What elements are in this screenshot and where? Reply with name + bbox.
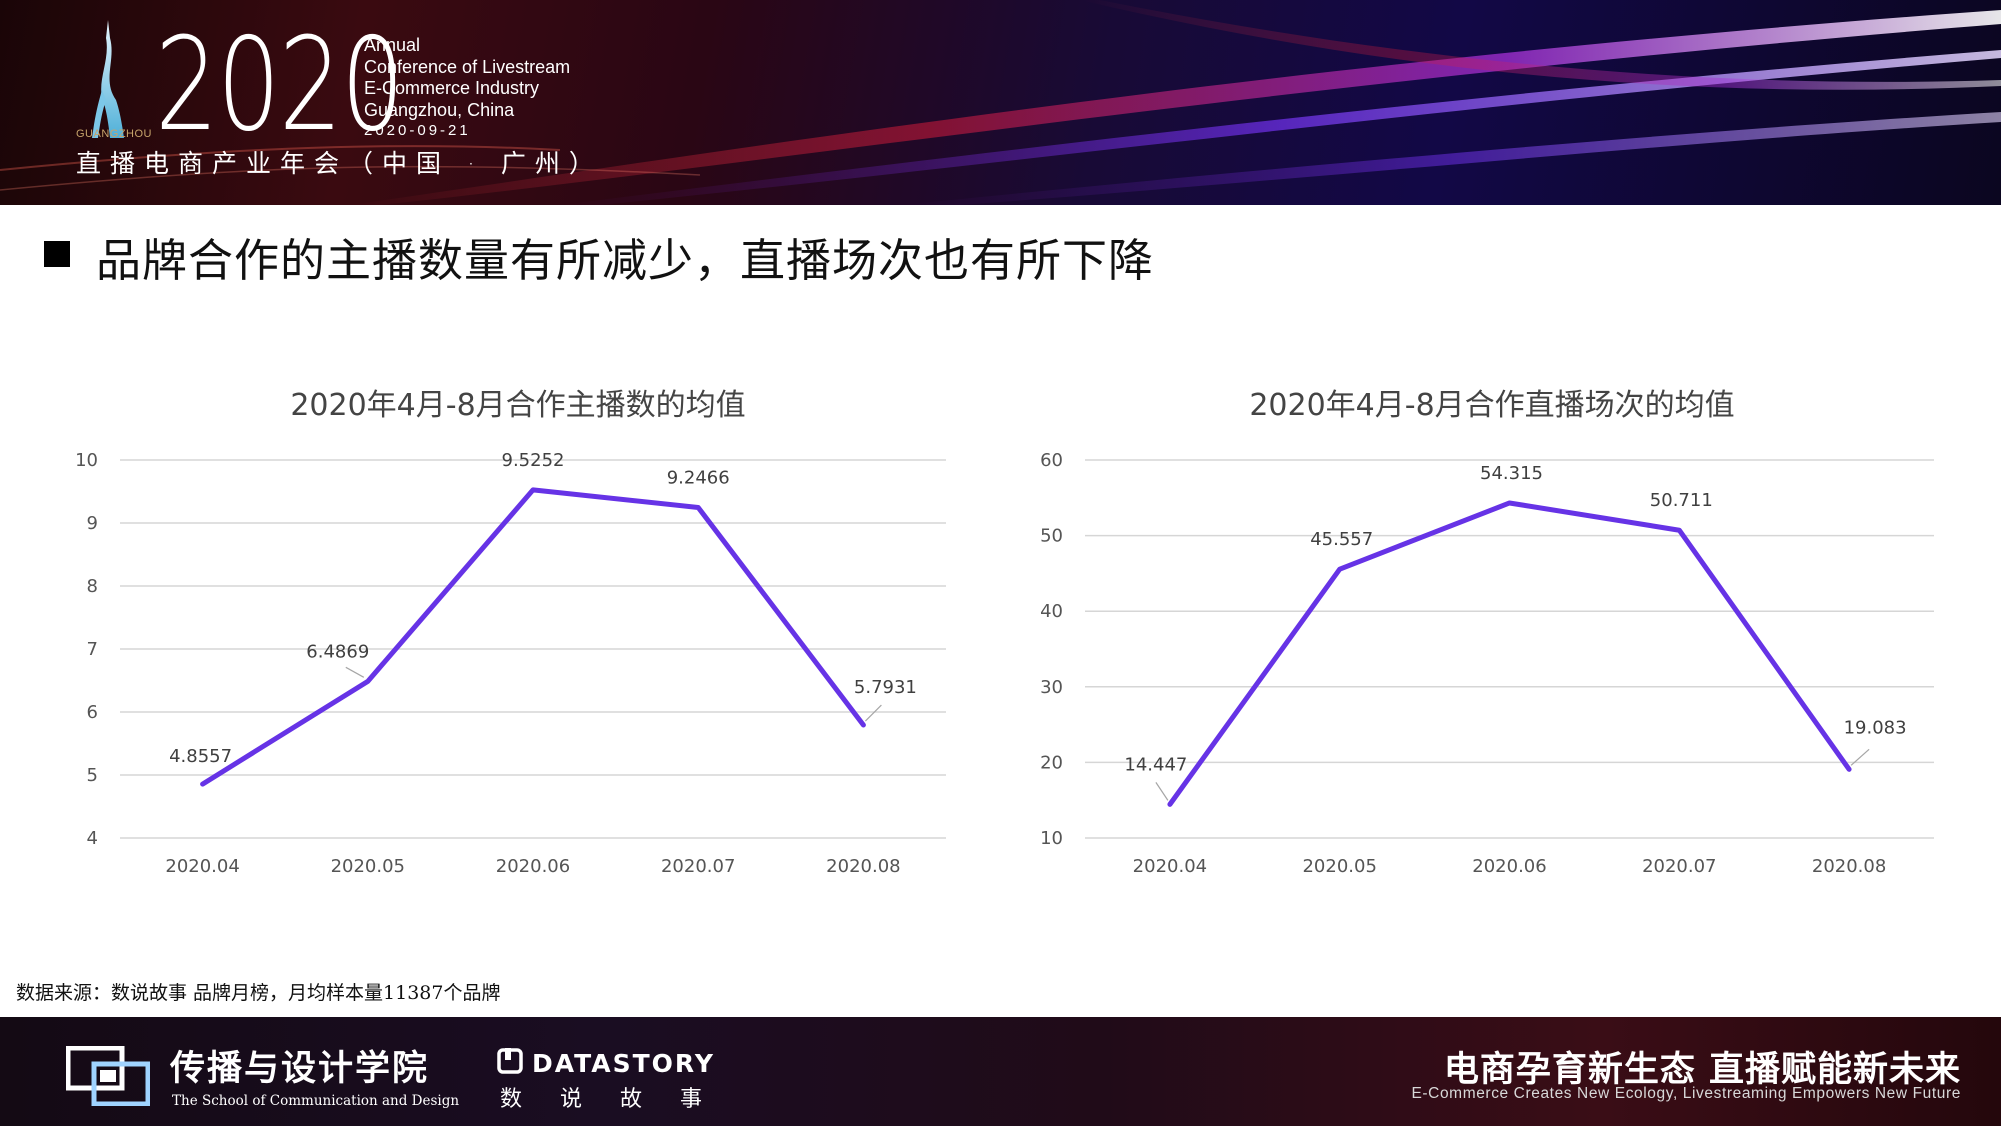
gridlines <box>1085 459 1934 839</box>
data-label: 14.447 <box>1124 754 1187 775</box>
data-labels: 4.8557 6.4869 9.5252 9.2466 5.7931 <box>169 450 917 767</box>
x-tick-label: 2020.04 <box>1133 856 1207 877</box>
y-tick-label: 50 <box>1040 526 1063 547</box>
slogan-en: E-Commerce Creates New Ecology, Livestre… <box>1411 1085 1961 1102</box>
y-tick-label: 9 <box>87 513 98 534</box>
x-tick-label: 2020.06 <box>1472 856 1546 877</box>
data-label: 45.557 <box>1310 529 1373 550</box>
y-tick-label: 30 <box>1040 677 1063 698</box>
conference-cn-title: 直播电商产业年会（中国 · 广州） <box>76 149 603 178</box>
datastory-cn-name: 数说故事 <box>500 1087 741 1112</box>
school-name: 传播与设计学院 <box>170 1049 430 1089</box>
slogan-cn: 电商孕育新生态 直播赋能新未来 <box>1443 1050 1961 1090</box>
footer-bar <box>0 1017 2001 1126</box>
y-tick-label: 10 <box>75 450 98 471</box>
y-tick-label: 20 <box>1040 752 1063 773</box>
x-tick-label: 2020.06 <box>496 856 570 877</box>
x-axis-ticks: 2020.04 2020.05 2020.06 2020.07 2020.08 <box>1133 856 1887 877</box>
slide-title: 品牌合作的主播数量有所减少，直播场次也有所下降 <box>96 234 1155 287</box>
y-tick-label: 8 <box>87 576 98 597</box>
city-label: GUANGZHOU <box>76 128 152 140</box>
conference-line-1: Annual <box>364 35 421 55</box>
x-axis-ticks: 2020.04 2020.05 2020.06 2020.07 2020.08 <box>165 856 900 877</box>
data-label: 9.5252 <box>502 450 565 471</box>
chart-sessions: 2020年4月-8月合作直播场次的均值 10 20 30 40 50 60 2020.04… <box>1000 370 2000 890</box>
y-tick-label: 40 <box>1040 601 1063 622</box>
series-line <box>200 487 866 787</box>
x-tick-label: 2020.04 <box>165 856 239 877</box>
school-logo-icon <box>66 1046 150 1106</box>
data-label: 54.315 <box>1480 463 1543 484</box>
title-bullet-square <box>44 241 70 267</box>
y-tick-label: 6 <box>87 702 98 723</box>
x-tick-label: 2020.07 <box>661 856 735 877</box>
label-leader-line <box>345 666 365 678</box>
label-leader-line <box>864 704 882 722</box>
datastory-name: DATASTORY <box>532 1049 715 1078</box>
school-name-en: The School of Communication and Design <box>172 1093 460 1109</box>
gridlines <box>120 459 946 839</box>
x-tick-label: 2020.05 <box>331 856 405 877</box>
conference-line-2: Conference of Livestream <box>364 56 571 77</box>
data-label: 4.8557 <box>169 746 232 767</box>
conference-line-4: Guangzhou, China <box>364 99 515 120</box>
y-tick-label: 60 <box>1040 450 1063 471</box>
chart-title: 2020年4月-8月合作直播场次的均值 <box>1249 388 1734 423</box>
header-banner: 2020 Annual Conference of Livestream E-C… <box>0 0 2001 205</box>
label-leader-line <box>1850 748 1870 766</box>
data-label: 19.083 <box>1844 717 1907 738</box>
conference-info: Annual Conference of Livestream E-Commer… <box>364 35 570 121</box>
data-label: 9.2466 <box>667 467 730 488</box>
canton-tower-logo <box>92 20 124 138</box>
x-tick-label: 2020.08 <box>1812 856 1886 877</box>
chart-title: 2020年4月-8月合作主播数的均值 <box>290 388 745 423</box>
data-label: 50.711 <box>1650 490 1713 511</box>
y-axis-ticks: 4 5 6 7 8 9 10 <box>75 450 98 849</box>
datastory-logo-icon <box>497 1048 523 1074</box>
chart-anchors: 2020年4月-8月合作主播数的均值 4 5 6 7 8 9 10 2020.04 2020.… <box>0 370 1000 890</box>
label-leader-line <box>1155 782 1169 801</box>
banner-light-streaks <box>0 0 2001 205</box>
x-tick-label: 2020.07 <box>1642 856 1716 877</box>
y-tick-label: 7 <box>87 639 98 660</box>
y-tick-label: 4 <box>87 828 98 849</box>
data-source-note: 数据来源：数说故事 品牌月榜，月均样本量11387个品牌 <box>16 982 501 1004</box>
x-tick-label: 2020.08 <box>826 856 900 877</box>
series-line <box>1167 500 1852 807</box>
x-tick-label: 2020.05 <box>1302 856 1376 877</box>
y-axis-ticks: 10 20 30 40 50 60 <box>1040 450 1063 849</box>
conference-line-3: E-Commerce Industry <box>364 78 540 98</box>
conference-date: 2020-09-21 <box>364 122 471 139</box>
session-count-chart: 2020年4月-8月合作直播场次的均值 10 20 30 40 50 60 2020.04… <box>1040 388 1934 877</box>
data-label: 5.7931 <box>854 677 917 698</box>
data-labels: 14.447 45.557 54.315 50.711 19.083 <box>1124 463 1907 801</box>
conference-year: 2020 <box>155 11 404 160</box>
y-tick-label: 5 <box>87 765 98 786</box>
y-tick-label: 10 <box>1040 828 1063 849</box>
data-label: 6.4869 <box>306 641 369 662</box>
